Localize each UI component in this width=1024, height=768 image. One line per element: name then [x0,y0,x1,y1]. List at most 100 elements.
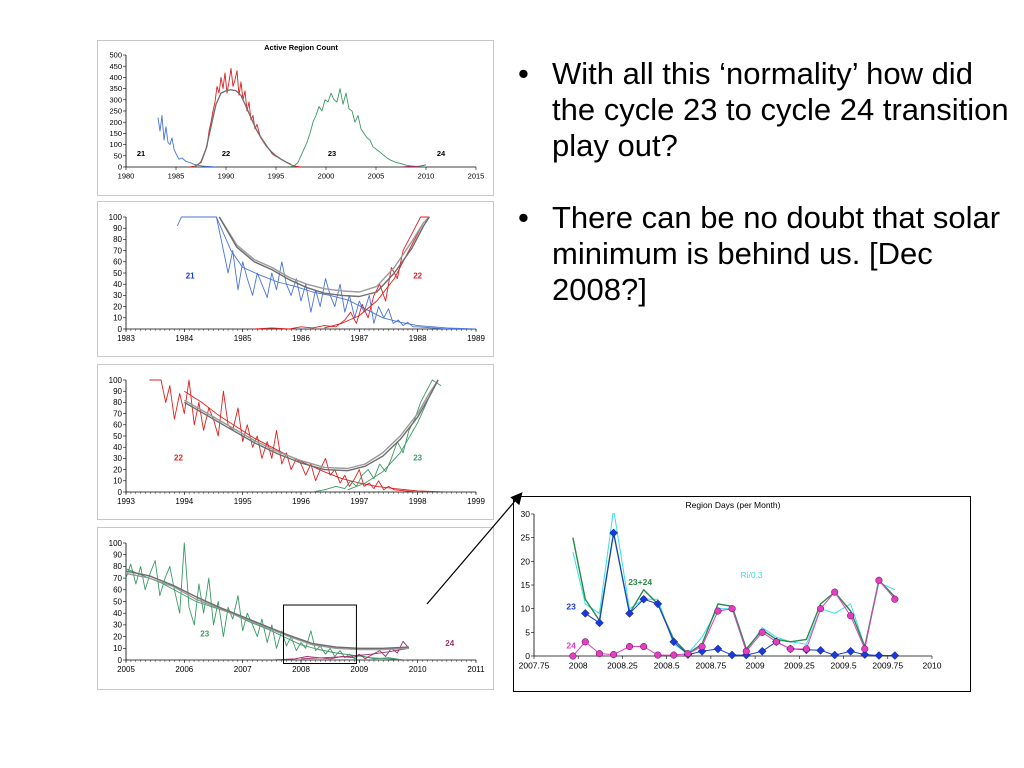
x-tick-label: 1988 [409,334,427,343]
circle-marker [625,642,634,651]
x-tick-label: 1995 [268,172,285,181]
series-line [215,216,476,329]
y-tick-label: 60 [113,586,122,595]
series-line [176,216,476,329]
diamond-marker [595,618,604,628]
y-tick-label: 10 [113,477,122,486]
y-tick-label: 40 [113,443,122,452]
x-tick-label: 1985 [234,334,252,343]
x-tick-label: 2008.25 [607,661,638,671]
chart-group: 0 10 20 30 40 50 60 70 80 90 100 1983 1984 1985 1986 19… [109,213,486,343]
y-tick-label: 80 [113,235,122,244]
y-tick-label: 0 [118,488,123,497]
circle-marker [847,612,855,620]
circle-marker [802,645,810,653]
y-tick-label: 20 [113,465,122,474]
x-tick-label: 1993 [117,497,135,506]
series-line [184,390,447,492]
x-tick-label: 2007.75 [519,661,550,671]
diamond-marker [890,651,900,660]
circle-marker [758,628,766,636]
series-line [400,164,427,167]
x-tick-label: 1990 [218,172,235,181]
circle-marker [728,605,736,613]
y-tick-label: 30 [113,454,122,463]
diamond-marker [669,637,679,647]
cycle-label: 22 [222,149,230,158]
series-line [218,216,430,293]
series-label: Ri/0.3 [740,570,762,580]
x-tick-label: 1994 [175,497,193,506]
circle-marker [817,605,825,613]
y-tick-label: 90 [113,387,122,396]
y-tick-label: 10 [113,314,122,323]
diamond-marker [757,646,767,656]
cycle-label: 21 [137,149,145,158]
series-line [585,532,895,656]
circle-marker [670,651,678,659]
y-tick-label: 150 [109,129,122,138]
y-tick-label: 300 [109,95,122,104]
diamond-marker [609,528,618,538]
cycle-21-22-chart: 0 10 20 30 40 50 60 70 80 90 100 1983 1984 1985 1986 19… [97,201,494,357]
circle-marker [742,647,750,655]
y-tick-label: 100 [109,539,123,548]
cycle-label: 21 [186,272,195,281]
series-line [288,88,427,167]
y-tick-label: 80 [113,562,122,571]
x-tick-label: 1980 [118,172,135,181]
cycle-label: 24 [437,149,446,158]
series-group [126,542,410,660]
y-tick-label: 80 [113,398,122,407]
x-tick-label: 2009 [350,665,368,674]
series-label: 23 [566,602,576,612]
diamond-marker [727,650,737,660]
circle-marker [786,645,795,653]
x-tick-label: 2000 [318,172,335,181]
series-line [193,89,292,167]
circle-marker [610,651,618,659]
series-line [183,379,439,472]
series-group [149,379,447,492]
x-tick-label: 1998 [409,497,427,506]
y-tick-label: 60 [113,421,122,430]
x-tick-label: 2008 [569,661,588,671]
series-line [126,570,409,650]
x-tick-label: 2008.5 [654,661,680,671]
x-tick-label: 1987 [350,334,368,343]
x-tick-label: 2006 [175,665,193,674]
y-tick-label: 50 [113,432,122,441]
zoom-box [283,604,357,665]
y-tick-label: 20 [113,302,122,311]
cycle-label: 23 [413,454,422,463]
series-group [157,67,427,167]
x-tick-label: 2009.75 [872,661,903,671]
x-tick-label: 1999 [467,497,485,506]
y-tick-label: 5 [525,627,530,637]
y-tick-label: 10 [113,644,122,653]
y-tick-label: 30 [113,621,122,630]
series-group [176,216,476,329]
y-tick-label: 90 [113,224,122,233]
y-tick-label: 350 [109,84,122,93]
cycle-label: 22 [174,454,183,463]
series-line [126,572,409,651]
series-line [572,532,896,655]
y-tick-label: 20 [521,556,531,566]
bullet-list: • With all this ‘normality’ how did the … [510,56,1010,344]
x-tick-label: 1995 [234,497,252,506]
x-tick-label: 1983 [117,334,135,343]
bullet-text: With all this ‘normality’ how did the cy… [552,56,1009,163]
chart-title: Active Region Count [264,43,338,52]
series-line [572,513,896,655]
series-group [572,513,896,656]
x-tick-label: 2008 [292,665,310,674]
bullet-item: • With all this ‘normality’ how did the … [510,56,1010,164]
diamond-marker [713,644,723,654]
chart-group: Active Region Count 0 50 100 150 200 250 300 350… [109,43,484,181]
y-tick-label: 20 [113,632,122,641]
circle-marker [714,607,722,615]
circle-marker [831,588,839,596]
y-tick-label: 100 [109,213,123,222]
diamond-marker [846,646,855,656]
